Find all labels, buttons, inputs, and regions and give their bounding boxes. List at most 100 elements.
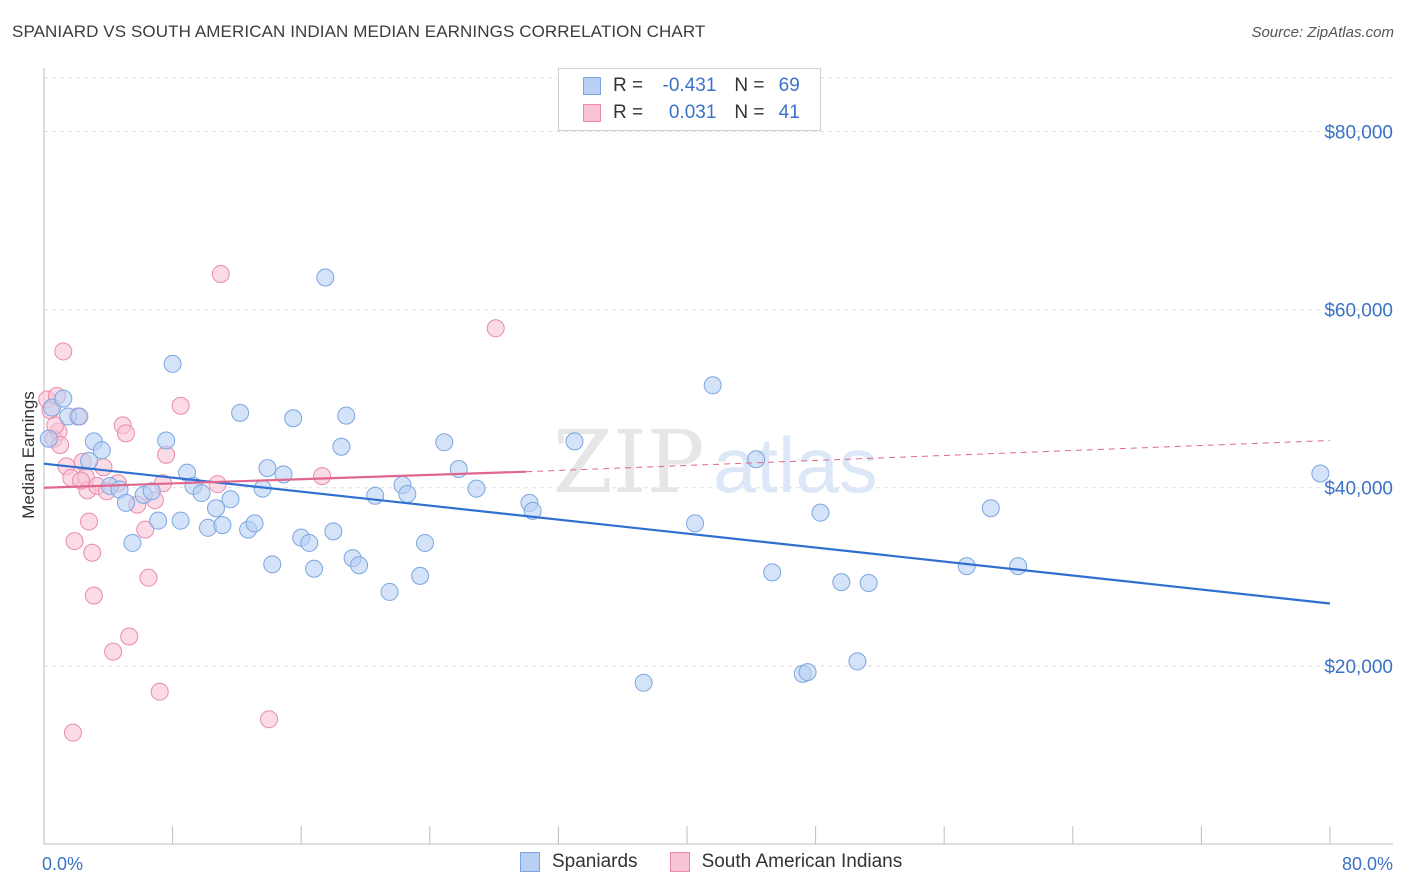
data-point-south-american-indian bbox=[54, 342, 73, 361]
data-point-spaniard bbox=[398, 484, 417, 503]
data-point-spaniard bbox=[848, 652, 867, 671]
data-point-south-american-indian bbox=[171, 396, 190, 415]
source-credit: Source: ZipAtlas.com bbox=[1251, 24, 1394, 41]
series-legend: Spaniards South American Indians bbox=[520, 851, 934, 873]
legend-n-value: 41 bbox=[778, 102, 800, 123]
trend-line-south-american-indians-extension bbox=[526, 440, 1331, 473]
data-point-south-american-indian bbox=[211, 264, 230, 283]
data-point-spaniard bbox=[1009, 557, 1028, 576]
data-point-south-american-indian bbox=[63, 723, 82, 742]
legend-r-label: R = bbox=[613, 75, 644, 96]
data-point-spaniard bbox=[350, 556, 369, 575]
data-point-spaniard bbox=[415, 533, 434, 552]
legend-label-spaniards: Spaniards bbox=[552, 851, 638, 872]
data-point-spaniard bbox=[54, 389, 73, 408]
legend-n-label: N = bbox=[734, 75, 765, 96]
legend-swatch-pink bbox=[669, 852, 690, 872]
data-point-south-american-indian bbox=[120, 627, 139, 646]
data-point-spaniard bbox=[245, 514, 264, 533]
y-tick-label: $40,000 bbox=[1324, 479, 1393, 500]
data-point-spaniard bbox=[231, 403, 250, 422]
data-point-spaniard bbox=[324, 522, 343, 541]
data-point-spaniard bbox=[70, 407, 89, 426]
data-point-south-american-indian bbox=[313, 467, 332, 486]
data-point-south-american-indian bbox=[80, 512, 99, 531]
data-point-spaniard bbox=[957, 557, 976, 576]
data-point-south-american-indian bbox=[139, 568, 158, 587]
grid-lines bbox=[44, 77, 1393, 667]
data-point-south-american-indian bbox=[116, 424, 135, 443]
data-point-spaniard bbox=[221, 490, 240, 509]
legend-label-south-american-indians: South American Indians bbox=[701, 851, 903, 872]
watermark: ZIP atlas bbox=[553, 413, 878, 513]
legend-item-spaniards: Spaniards bbox=[520, 851, 638, 873]
legend-n-label: N = bbox=[734, 102, 765, 123]
data-point-spaniard bbox=[798, 663, 817, 682]
data-point-spaniard bbox=[149, 511, 168, 530]
data-point-spaniard bbox=[747, 450, 766, 469]
series-south-american-indians bbox=[38, 264, 505, 742]
data-point-spaniard bbox=[207, 499, 226, 518]
data-point-spaniard bbox=[859, 574, 878, 593]
data-point-spaniard bbox=[380, 582, 399, 601]
y-tick-label: $80,000 bbox=[1324, 122, 1393, 143]
data-point-spaniard bbox=[703, 376, 722, 395]
data-point-spaniard bbox=[142, 482, 161, 501]
data-point-south-american-indian bbox=[83, 543, 102, 562]
data-point-spaniard bbox=[332, 437, 351, 456]
chart-title: SPANIARD VS SOUTH AMERICAN INDIAN MEDIAN… bbox=[12, 22, 706, 41]
data-point-south-american-indian bbox=[136, 520, 155, 539]
legend-row-spaniards: R = -0.431 N = 69 bbox=[583, 73, 800, 99]
data-point-spaniard bbox=[258, 459, 277, 478]
data-point-spaniard bbox=[92, 441, 111, 460]
series-spaniards bbox=[39, 268, 1330, 692]
data-point-spaniard bbox=[435, 433, 454, 452]
data-point-spaniard bbox=[213, 516, 232, 535]
watermark-atlas: atlas bbox=[713, 421, 878, 509]
data-point-south-american-indian bbox=[71, 471, 90, 490]
data-point-spaniard bbox=[123, 533, 142, 552]
legend-n-value: 69 bbox=[778, 75, 800, 96]
y-tick-label: $60,000 bbox=[1324, 301, 1393, 322]
legend-item-south-american-indians: South American Indians bbox=[669, 851, 903, 873]
data-point-south-american-indian bbox=[84, 586, 103, 605]
data-point-spaniard bbox=[981, 499, 1000, 518]
legend-swatch-blue bbox=[583, 77, 601, 95]
data-point-spaniard bbox=[263, 555, 282, 574]
y-tick-label: $20,000 bbox=[1324, 657, 1393, 678]
legend-row-south-american-indians: R = 0.031 N = 41 bbox=[583, 100, 800, 126]
y-axis-title: Median Earnings bbox=[19, 391, 38, 519]
data-point-spaniard bbox=[305, 559, 324, 578]
data-point-spaniard bbox=[39, 429, 58, 448]
data-point-spaniard bbox=[832, 573, 851, 592]
legend-swatch-pink bbox=[583, 104, 601, 122]
data-point-spaniard bbox=[686, 514, 705, 533]
data-point-south-american-indian bbox=[150, 682, 169, 701]
data-point-spaniard bbox=[316, 268, 335, 287]
data-point-south-american-indian bbox=[260, 710, 279, 729]
data-point-spaniard bbox=[565, 432, 584, 451]
data-point-spaniard bbox=[411, 566, 430, 585]
stats-legend: R = -0.431 N = 69 R = 0.031 N = 41 bbox=[558, 68, 821, 131]
axes bbox=[43, 68, 1393, 845]
data-point-spaniard bbox=[337, 406, 356, 425]
data-point-spaniard bbox=[523, 501, 542, 520]
data-point-spaniard bbox=[116, 493, 135, 512]
trend-lines bbox=[43, 440, 1331, 605]
watermark-zip: ZIP bbox=[553, 413, 705, 513]
data-point-spaniard bbox=[366, 486, 385, 505]
legend-r-value: -0.431 bbox=[662, 75, 717, 96]
data-point-south-american-indian bbox=[486, 319, 505, 338]
tick-labels: $20,000 $40,000 $60,000 $80,000 0.0% 80.0% bbox=[42, 122, 1393, 874]
trend-line-south-american-indians bbox=[43, 470, 527, 489]
data-point-south-american-indian bbox=[65, 532, 84, 551]
data-point-spaniard bbox=[763, 563, 782, 582]
data-point-spaniard bbox=[300, 533, 319, 552]
data-point-spaniard bbox=[811, 503, 830, 522]
data-point-spaniard bbox=[467, 479, 486, 498]
data-point-spaniard bbox=[157, 431, 176, 450]
x-tick-label: 80.0% bbox=[1342, 854, 1393, 874]
data-point-spaniard bbox=[171, 511, 190, 530]
legend-r-value: 0.031 bbox=[668, 102, 717, 123]
